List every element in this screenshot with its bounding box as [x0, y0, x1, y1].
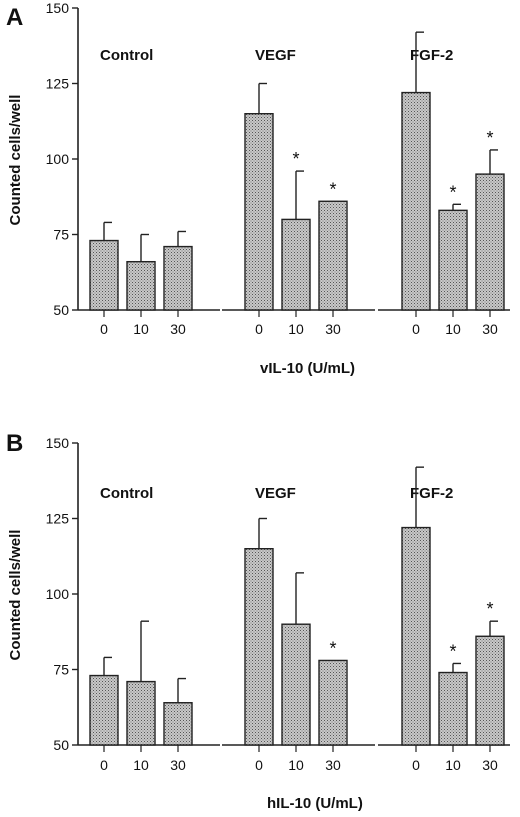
y-axis-title: Counted cells/well: [7, 95, 24, 226]
y-tick-label: 75: [53, 662, 69, 678]
bar: [318, 659, 348, 746]
x-tick-label: 10: [288, 321, 304, 337]
bar: [244, 112, 274, 311]
significance-star: *: [329, 638, 336, 658]
bars: * * * *: [89, 31, 505, 311]
x-tick-label: 10: [133, 757, 149, 773]
y-ticks: 50 75 100 125 150: [46, 435, 78, 753]
y-tick-label: 125: [46, 76, 70, 92]
bar: [244, 548, 274, 746]
y-tick-label: 75: [53, 227, 69, 243]
x-tick-label: 30: [325, 321, 341, 337]
x-tick-label: 0: [412, 321, 420, 337]
x-tick-label: 30: [325, 757, 341, 773]
bar: [281, 623, 311, 746]
bar: [89, 239, 119, 311]
bar: [89, 674, 119, 746]
groups: Control VEGF FGF-2: [100, 485, 453, 502]
x-tick-label: 10: [445, 757, 461, 773]
group-label: Control: [100, 485, 153, 502]
x-tick-label: 0: [100, 321, 108, 337]
bar: [438, 209, 468, 311]
bar: [126, 260, 156, 311]
bar: [163, 702, 193, 746]
x-tick-label: 0: [255, 757, 263, 773]
significance-star: *: [449, 641, 456, 661]
x-tick-label: 10: [288, 757, 304, 773]
bar: [401, 91, 431, 311]
panel-a: A Counted cells/well vIL-10 (U/mL) 0 10 30…: [6, 0, 510, 377]
bars: * * *: [89, 466, 505, 746]
significance-star: *: [292, 149, 299, 169]
significance-star: *: [329, 179, 336, 199]
group-label: VEGF: [255, 47, 296, 64]
group-label: VEGF: [255, 485, 296, 502]
group-label: FGF-2: [410, 485, 453, 502]
bar: [126, 680, 156, 746]
y-tick-label: 100: [46, 151, 70, 167]
y-tick-label: 100: [46, 586, 70, 602]
panel-b: B Counted cells/well hIL-10 (U/mL) 0 10 30…: [6, 430, 510, 812]
x-tick-label: 30: [482, 321, 498, 337]
bar: [281, 218, 311, 311]
x-tick-label: 30: [482, 757, 498, 773]
y-tick-label: 150: [46, 435, 70, 451]
x-axis-title: vIL-10 (U/mL): [260, 360, 355, 377]
x-tick-label: 0: [412, 757, 420, 773]
group-label: Control: [100, 47, 153, 64]
panel-letter: A: [6, 4, 23, 31]
bar: [163, 245, 193, 311]
y-tick-label: 50: [53, 302, 69, 318]
bar: [475, 173, 505, 311]
significance-star: *: [486, 599, 493, 619]
x-tick-label: 10: [133, 321, 149, 337]
groups: Control VEGF FGF-2: [100, 47, 453, 64]
x-tick-label: 0: [255, 321, 263, 337]
group-label: FGF-2: [410, 47, 453, 64]
significance-star: *: [449, 182, 456, 202]
bar: [438, 671, 468, 746]
y-ticks: 50 75 100 125 150: [46, 0, 78, 318]
y-tick-label: 150: [46, 0, 70, 16]
significance-star: *: [486, 128, 493, 148]
x-tick-label: 10: [445, 321, 461, 337]
bar: [401, 526, 431, 746]
panel-letter: B: [6, 430, 23, 457]
y-tick-label: 125: [46, 511, 70, 527]
bar: [318, 200, 348, 311]
y-tick-label: 50: [53, 737, 69, 753]
x-tick-label: 30: [170, 757, 186, 773]
bar: [475, 635, 505, 746]
x-tick-label: 0: [100, 757, 108, 773]
y-axis-title: Counted cells/well: [7, 530, 24, 661]
x-tick-label: 30: [170, 321, 186, 337]
x-axis-title: hIL-10 (U/mL): [267, 795, 363, 812]
